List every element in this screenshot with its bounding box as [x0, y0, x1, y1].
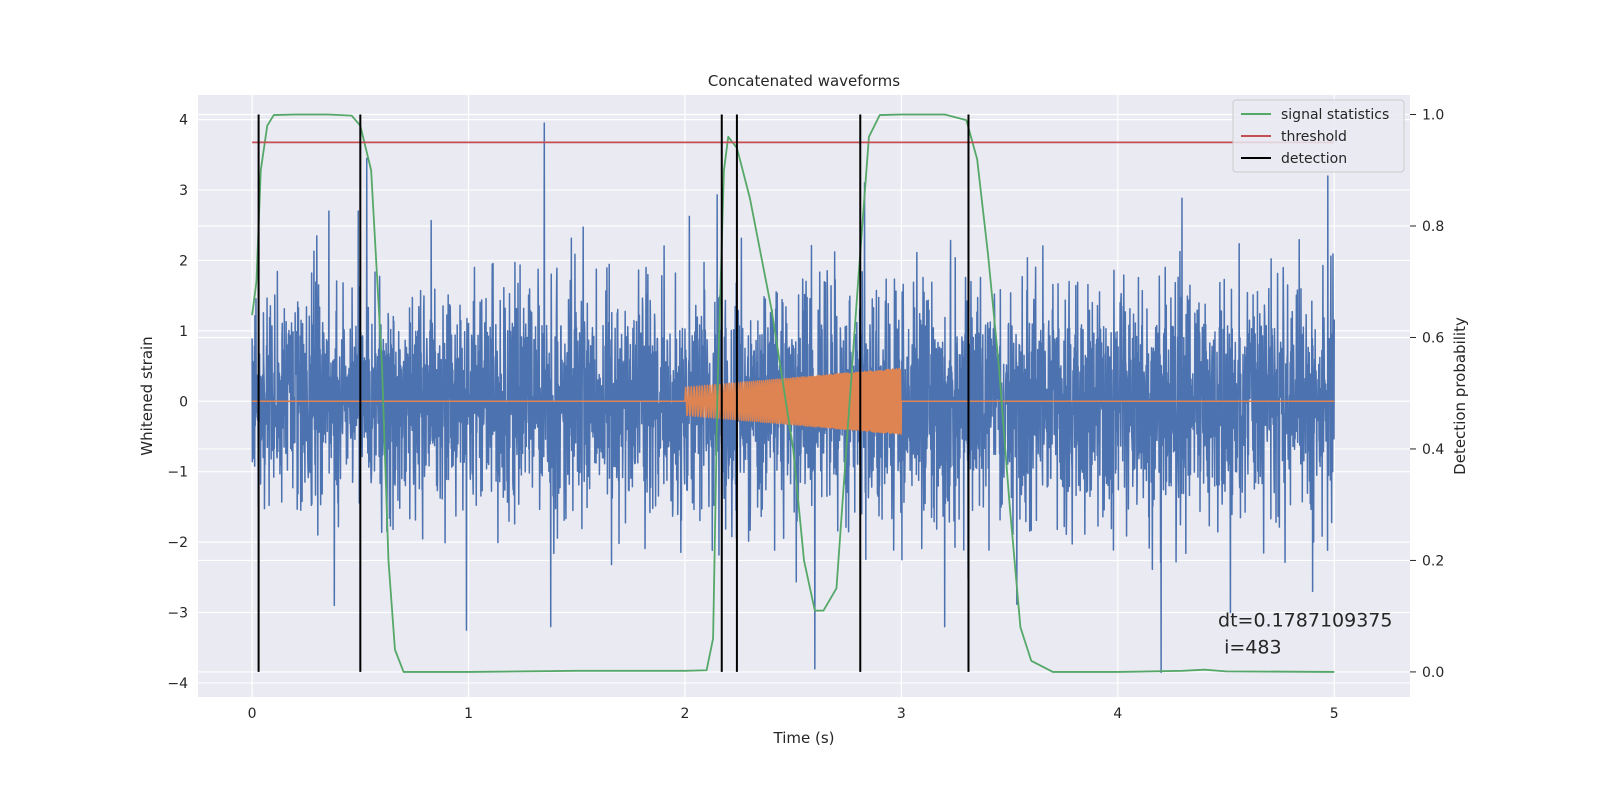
y2-tick-label: 0.4 [1422, 442, 1444, 458]
x-tick-label: 2 [681, 706, 690, 722]
y2-tick-label: 1.0 [1422, 108, 1444, 124]
y-tick-label: −4 [167, 676, 188, 692]
x-axis-label: Time (s) [773, 729, 835, 747]
y2-tick-label: 0.0 [1422, 665, 1444, 681]
series-line-0 [251, 122, 1335, 674]
legend-label: threshold [1281, 129, 1347, 145]
x-tick-label: 3 [897, 706, 906, 722]
legend-label: signal statistics [1281, 107, 1389, 123]
legend-label: detection [1281, 151, 1347, 167]
y-tick-label: 2 [179, 253, 188, 269]
y-tick-label: 1 [179, 324, 188, 340]
x-tick-label: 4 [1113, 706, 1122, 722]
y-tick-label: −2 [167, 535, 188, 551]
x-tick-label: 1 [464, 706, 473, 722]
y-tick-label: −1 [167, 465, 188, 481]
y2-axis-label: Detection probability [1451, 317, 1469, 475]
annotation-index: i=483 [1218, 637, 1282, 659]
y-tick-label: −3 [167, 606, 188, 622]
y-tick-label: 3 [179, 183, 188, 199]
y2-tick-label: 0.8 [1422, 219, 1444, 235]
x-tick-label: 0 [248, 706, 257, 722]
y-tick-label: 4 [179, 113, 188, 129]
y2-tick-label: 0.6 [1422, 330, 1444, 346]
y-axis-label: Whitened strain [138, 336, 156, 455]
y2-tick-label: 0.2 [1422, 553, 1444, 569]
chart-title: Concatenated waveforms [708, 72, 900, 90]
annotation: dt=0.1787109375 i=483 [1218, 610, 1392, 659]
y-tick-label: 0 [179, 394, 188, 410]
series-layer [251, 113, 1335, 674]
plot-content [251, 113, 1335, 674]
legend: signal statistics threshold detection [1232, 99, 1405, 173]
legend-box [1232, 99, 1405, 173]
tick-labels: 0 1 2 3 4 5 −4 −3 −2 −1 0 1 2 3 4 0.0 0.2 0.4 0.6 0.8 1.0 [167, 108, 1444, 722]
annotation-dt: dt=0.1787109375 [1218, 610, 1392, 632]
x-tick-label: 5 [1330, 706, 1339, 722]
